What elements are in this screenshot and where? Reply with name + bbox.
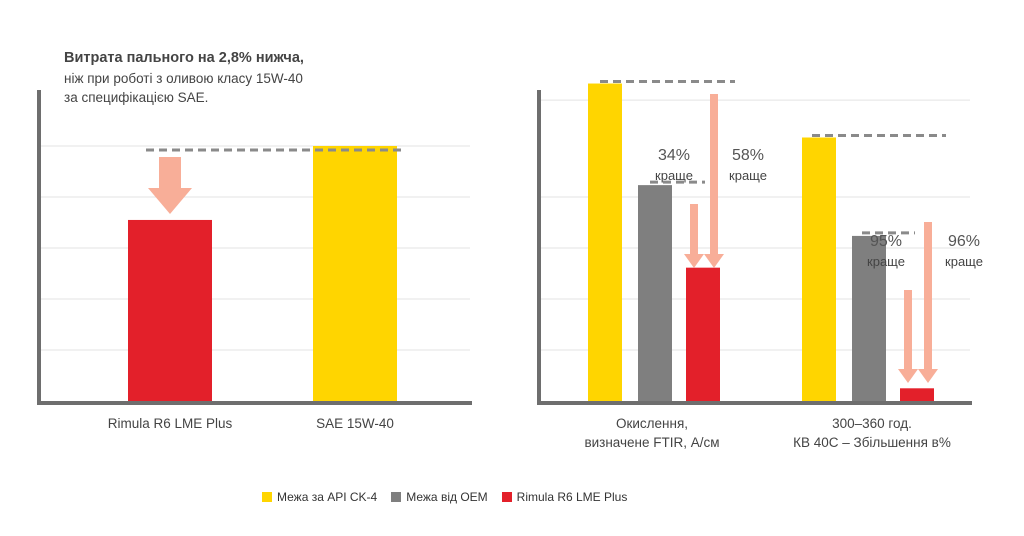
chart2-group2-bar-2 [852,235,886,401]
chart2-group2-annotation-word-1: краще [867,254,905,269]
chart1-category-label-2: SAE 15W-40 [316,416,394,431]
chart2-group2-arrow-api [918,222,938,383]
chart2-group2-label-line-1: 300–360 год. [832,416,912,431]
chart2-group1-annotation-word-1: краще [655,168,693,183]
chart1-bar-1 [128,219,212,401]
legend-label-rimula: Rimula R6 LME Plus [516,490,628,504]
chart2-group2-label-line-2: КВ 40С – Збільшення в% [793,435,951,450]
chart2-group1-annotation-pct-1: 34% [658,147,690,164]
chart2-group2-annotation-word-2: краще [945,254,983,269]
chart1-bar-2 [313,146,397,401]
chart2-group2-bar-3 [900,388,934,401]
chart1-subtitle-line-1: ніж при роботі з оливою класу 15W-40 [64,71,303,86]
chart1-category-label-1: Rimula R6 LME Plus [108,416,233,431]
chart1-subtitle-line-2: за специфікацією SAE. [64,90,208,105]
chart2-group1-annotation-word-2: краще [729,168,767,183]
legend-item-oem: Межа від OEM [391,490,488,504]
chart2-group1-arrow-api [704,94,724,268]
chart1-decrease-arrow [148,157,192,214]
chart2-group2-bar-1 [802,137,836,402]
chart2-group1-label-line-2: визначене FTIR, А/см [584,435,719,450]
legend-swatch-rimula [501,492,512,502]
legend-item-rimula: Rimula R6 LME Plus [501,490,628,504]
chart2-group2-arrow-oem [898,290,918,383]
legend-label-oem: Межа від OEM [406,490,488,504]
chart2-group2-annotation-pct-1: 95% [870,233,902,250]
chart2-group2-annotation-pct-2: 96% [948,233,980,250]
chart1-title: Витрата пального на 2,8% нижча, [64,50,304,66]
chart2-group1-label-line-1: Окислення, [616,416,688,431]
chart2-group1-bar-3 [686,267,720,401]
legend-swatch-api [262,492,272,502]
legend-item-api: Межа за API CK-4 [262,490,377,504]
chart2-group1-annotation-pct-2: 58% [732,147,764,164]
legend-swatch-oem [391,492,402,502]
chart2-group1-bar-2 [638,185,672,401]
chart2-group1-bar-1 [588,83,622,402]
legend-label-api: Межа за API CK-4 [277,490,378,504]
legend: Межа за API CK-4 Межа від OEM Rimula R6 … [262,490,627,504]
chart2-group1-arrow-oem [684,204,704,268]
